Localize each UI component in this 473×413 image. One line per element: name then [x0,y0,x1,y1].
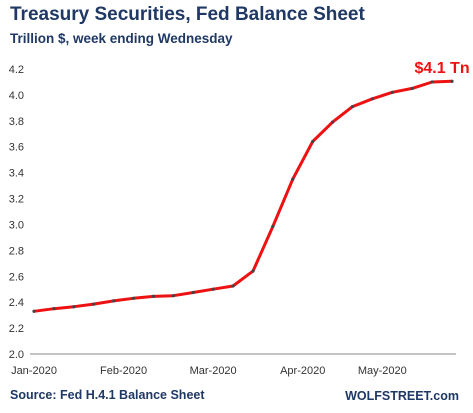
data-point [251,269,255,273]
brand-label: WOLFSTREET.com [345,389,459,403]
chart-subtitle: Trillion $, week ending Wednesday [10,31,233,46]
chart-title: Treasury Securities, Fed Balance Sheet [10,4,365,25]
x-tick-label: Apr-2020 [280,365,325,377]
data-point [191,290,195,295]
y-tick-label: 4.2 [9,64,24,76]
y-axis: 2.0 2.2 2.4 2.6 2.8 3.0 3.2 3.4 3.6 3.8 4.0 4.2 [9,64,24,361]
y-tick-label: 3.0 [9,219,24,231]
data-point [410,86,414,91]
y-tick-label: 2.6 [9,271,24,283]
data-point [430,80,434,84]
x-tick-label: Mar-2020 [190,365,237,377]
data-point [330,120,335,124]
data-point [131,296,136,300]
data-point [350,104,355,109]
y-tick-label: 4.0 [9,90,24,102]
y-tick-label: 3.2 [9,194,24,206]
x-tick-label: May-2020 [358,365,407,377]
data-point [112,299,116,303]
data-point [450,79,454,83]
data-point [32,309,36,313]
data-point [231,284,235,288]
x-axis: Jan-2020 Feb-2020 Mar-2020 Apr-2020 May-2020 [11,353,456,377]
data-point [211,287,215,291]
y-tick-label: 3.6 [9,142,24,154]
data-point [72,305,76,309]
x-tick-label: Jan-2020 [11,365,57,377]
value-annotation: $4.1 Tn [414,60,469,77]
data-point [390,90,394,94]
data-point [370,97,374,101]
y-tick-label: 3.8 [9,116,24,128]
data-point [171,294,175,298]
data-point [311,139,315,144]
y-tick-label: 3.4 [9,168,24,180]
data-point [271,224,275,228]
x-tick-label: Feb-2020 [100,365,147,377]
data-point [52,307,56,311]
data-point [291,177,295,181]
y-tick-label: 2.4 [9,297,24,309]
y-tick-label: 2.8 [9,245,24,257]
data-point [92,302,96,306]
series-line [32,79,454,313]
y-tick-label: 2.2 [9,323,24,335]
series-group [32,79,454,313]
annotation-group: $4.1 Tn [414,60,469,77]
data-point [151,294,156,298]
source-note: Source: Fed H.4.1 Balance Sheet [10,388,205,402]
y-tick-label: 2.0 [9,349,24,361]
